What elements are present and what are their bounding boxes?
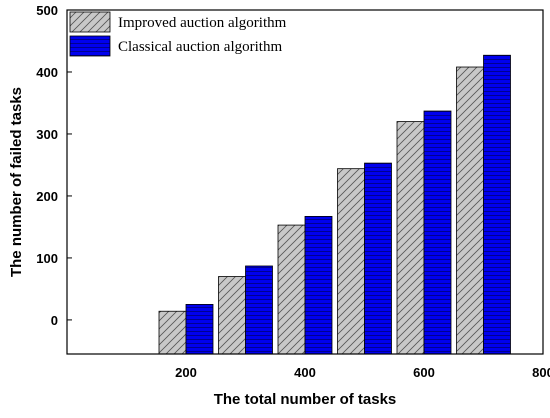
x-tick-label: 800 <box>532 365 550 380</box>
x-tick-label: 400 <box>294 365 316 380</box>
x-tick-label: 600 <box>413 365 435 380</box>
ticks-layer: 0 100 200 300 400 500 200 400 600 800 <box>36 3 550 380</box>
legend-swatch-classical <box>69 35 111 57</box>
y-tick-label: 100 <box>36 251 58 266</box>
bar-classical-700 <box>483 54 511 355</box>
bar-improved-300 <box>218 276 246 355</box>
bar-improved-500 <box>337 168 365 355</box>
bar-classical-400 <box>304 215 333 355</box>
y-tick-label: 500 <box>36 3 58 18</box>
bar-classical-500 <box>364 162 392 355</box>
y-tick-label: 300 <box>36 127 58 142</box>
legend: Improved auction algorithm Classical auc… <box>69 11 287 57</box>
bar-classical-200 <box>185 304 214 355</box>
legend-swatch-improved <box>69 11 111 33</box>
bar-improved-200 <box>158 310 187 355</box>
x-axis-title: The total number of tasks <box>214 391 397 408</box>
bar-classical-600 <box>423 110 452 355</box>
legend-label-classical: Classical auction algorithm <box>118 39 282 55</box>
y-axis-title: The number of failed tasks <box>8 87 25 277</box>
bars-layer <box>158 54 511 355</box>
bar-improved-400 <box>277 224 306 355</box>
y-tick-label: 0 <box>51 313 58 328</box>
bar-classical-300 <box>245 265 273 355</box>
legend-label-improved: Improved auction algorithm <box>118 15 287 31</box>
y-tick-label: 400 <box>36 65 58 80</box>
bar-improved-600 <box>396 121 425 355</box>
bar-improved-700 <box>456 66 484 355</box>
x-tick-label: 200 <box>175 365 197 380</box>
y-tick-label: 200 <box>36 189 58 204</box>
